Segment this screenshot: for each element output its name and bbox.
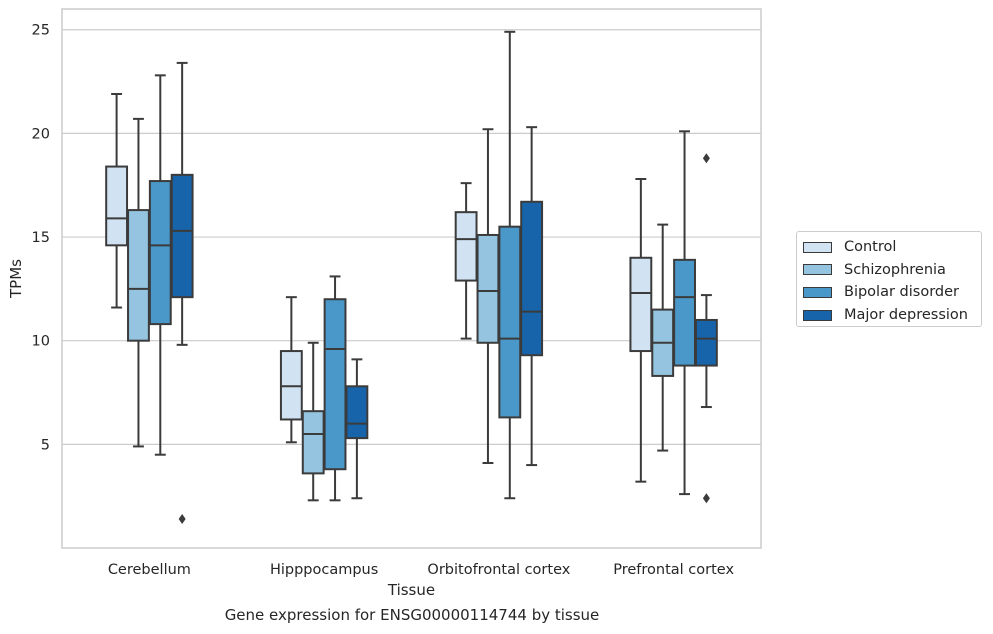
x-tick-label: Prefrontal cortex	[613, 562, 734, 578]
x-axis-label: Tissue	[387, 581, 435, 599]
box	[498, 225, 522, 419]
legend-swatch	[803, 241, 832, 253]
legend-swatch	[803, 264, 832, 276]
legend: Control Schizophrenia Bipolar disorder Majo…	[796, 231, 982, 327]
legend-swatch	[803, 309, 832, 321]
box	[520, 200, 544, 357]
legend-item: Bipolar disorder	[803, 281, 981, 304]
box	[279, 350, 303, 421]
legend-label: Major depression	[844, 307, 968, 324]
x-tick-label: Orbitofrontal cortex	[427, 562, 570, 578]
y-tick-label: 25	[32, 23, 50, 39]
box	[323, 298, 347, 471]
x-tick-label: Hipppocampus	[270, 562, 378, 578]
outlier-point	[178, 513, 186, 524]
figure-caption: Gene expression for ENSG00000114744 by t…	[224, 606, 600, 624]
box	[148, 180, 172, 326]
box	[127, 209, 150, 342]
y-axis-label: TPMs	[7, 259, 25, 299]
y-tick-label: 10	[32, 334, 50, 350]
legend-label: Bipolar disorder	[844, 284, 959, 301]
legend-item: Control	[803, 236, 981, 259]
legend-label: Control	[844, 239, 897, 256]
box	[629, 256, 653, 353]
x-tick-label: Cerebellum	[108, 562, 191, 578]
legend-item: Major depression	[803, 304, 981, 327]
y-tick-label: 5	[41, 437, 50, 453]
outlier-point	[702, 493, 710, 504]
box	[673, 258, 696, 367]
legend-label: Schizophrenia	[844, 261, 946, 278]
box	[301, 410, 325, 475]
box	[454, 211, 478, 282]
outlier-point	[702, 153, 710, 164]
box	[170, 173, 194, 299]
box	[476, 233, 500, 344]
y-tick-label: 15	[32, 230, 50, 246]
plot-frame	[61, 8, 762, 549]
box	[105, 165, 129, 247]
legend-item: Schizophrenia	[803, 259, 981, 282]
y-tick-label: 20	[32, 126, 50, 142]
legend-swatch	[803, 286, 832, 298]
box	[694, 318, 718, 367]
box	[345, 385, 369, 440]
